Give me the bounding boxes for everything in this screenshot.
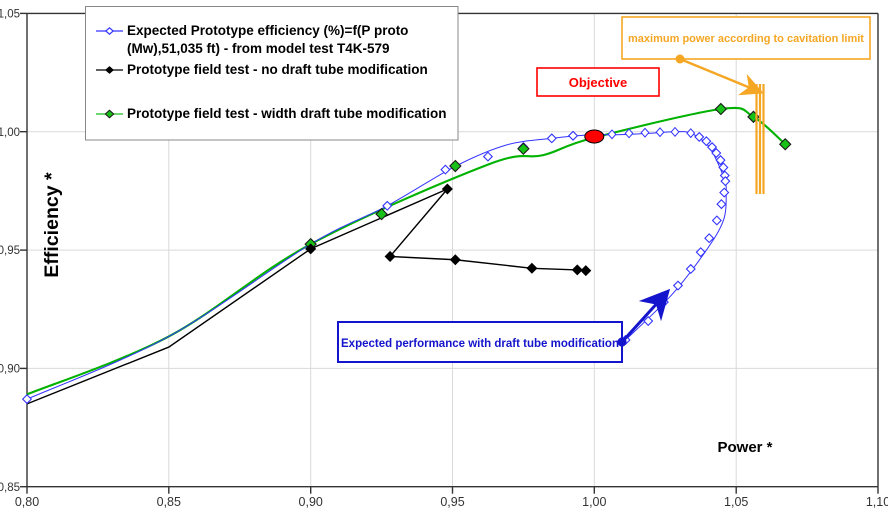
svg-text:Expected performance with draf: Expected performance with draft tube mod… [341,338,619,350]
svg-text:Power *: Power * [717,439,772,456]
svg-text:0,85: 0,85 [0,482,20,494]
svg-text:Prototype field test - no draf: Prototype field test - no draft tube mod… [127,62,428,77]
svg-text:0,95: 0,95 [440,495,464,509]
svg-text:0,95: 0,95 [0,245,20,257]
svg-text:(Mw),51,035 ft) - from model t: (Mw),51,035 ft) - from model test T4K-57… [127,41,390,56]
svg-text:1,10: 1,10 [866,495,888,509]
svg-text:Expected Prototype efficiency: Expected Prototype efficiency (%)=f(P pr… [127,23,408,38]
svg-text:1,05: 1,05 [724,495,748,509]
svg-text:Efficiency *: Efficiency * [41,172,63,278]
svg-text:1,00: 1,00 [0,127,20,139]
svg-text:0,80: 0,80 [15,495,39,509]
svg-text:0,85: 0,85 [157,495,181,509]
svg-text:Prototype field test - width d: Prototype field test - width draft tube … [127,106,447,121]
svg-text:Objective: Objective [569,75,628,90]
svg-text:maximum power according to cav: maximum power according to cavitation li… [628,33,864,45]
svg-text:0,90: 0,90 [299,495,323,509]
svg-text:1,00: 1,00 [582,495,606,509]
svg-text:1,05: 1,05 [0,9,20,21]
svg-text:0,90: 0,90 [0,364,20,376]
